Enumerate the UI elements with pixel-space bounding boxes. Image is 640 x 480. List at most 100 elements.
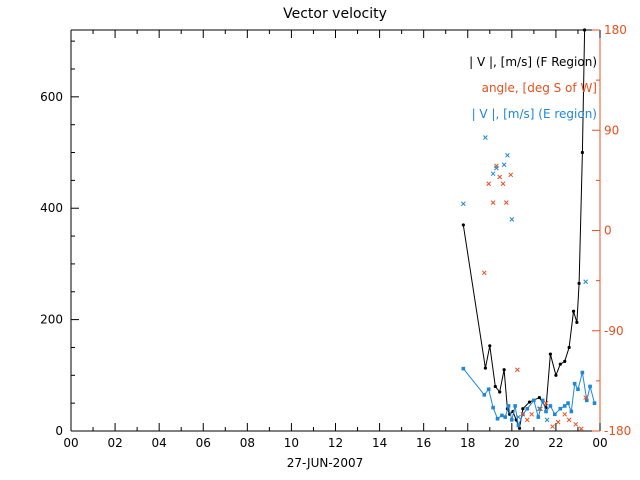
data-point xyxy=(572,381,577,386)
chart-title: Vector velocity xyxy=(283,6,387,22)
data-point xyxy=(544,409,548,414)
data-point xyxy=(486,387,491,392)
data-point xyxy=(567,345,571,350)
data-point xyxy=(537,406,542,412)
x-axis-label: 27-JUN-2007 xyxy=(287,456,363,470)
y-right-tick-label: 90 xyxy=(604,123,619,137)
data-point xyxy=(498,390,502,394)
data-point xyxy=(461,223,465,227)
x-tick-label: 00 xyxy=(63,436,78,450)
data-point xyxy=(494,165,499,171)
y-left-axis: 0 200 400 600 xyxy=(40,40,79,438)
data-point xyxy=(488,344,492,348)
x-tick-label: 08 xyxy=(240,436,255,450)
data-point xyxy=(553,412,557,417)
x-tick-label: 20 xyxy=(504,436,519,450)
data-point xyxy=(558,362,562,366)
data-point xyxy=(538,406,543,412)
x-tick-label: 16 xyxy=(416,436,431,450)
x-tick-label: 04 xyxy=(152,436,167,450)
data-point xyxy=(540,398,545,403)
data-point xyxy=(548,404,553,408)
data-point xyxy=(569,409,574,414)
x-tick-label: 02 xyxy=(107,436,122,450)
data-point xyxy=(575,320,579,324)
data-point xyxy=(516,414,521,420)
data-point xyxy=(566,417,572,423)
data-point xyxy=(537,395,541,400)
x-tick-label: 18 xyxy=(460,436,475,450)
data-point xyxy=(562,404,567,408)
y-right-axis: -180 -90 0 90 180 xyxy=(592,23,631,438)
data-point xyxy=(483,366,487,370)
data-point xyxy=(521,407,525,411)
data-point xyxy=(491,405,495,410)
data-point xyxy=(558,406,563,411)
legend-entry: | V |, [m/s] (E region) xyxy=(472,107,597,121)
x-axis: 00 02 04 06 08 10 12 14 16 18 20 22 00 xyxy=(63,30,608,450)
data-point xyxy=(580,150,584,155)
x-tick-label: 00 xyxy=(592,436,607,450)
data-point xyxy=(580,370,585,375)
data-point xyxy=(582,28,587,32)
data-point xyxy=(508,172,514,178)
legend: | V |, [m/s] (F Region) angle, [deg S of … xyxy=(469,55,597,121)
y-right-tick-label: -90 xyxy=(604,324,624,338)
y-right-tick-label: 180 xyxy=(604,23,627,37)
data-point xyxy=(483,135,488,140)
legend-entry: angle, [deg S of W] xyxy=(482,81,597,95)
data-point xyxy=(514,367,520,373)
data-point xyxy=(583,279,589,285)
data-point xyxy=(500,181,506,187)
data-point xyxy=(529,411,535,417)
data-point xyxy=(490,200,496,206)
data-point xyxy=(543,400,549,406)
data-point xyxy=(573,421,579,427)
data-point xyxy=(506,404,511,408)
data-point xyxy=(525,406,530,411)
data-point xyxy=(527,400,532,404)
data-point xyxy=(503,415,508,419)
data-point xyxy=(554,373,558,377)
data-point xyxy=(509,217,515,222)
data-point xyxy=(501,162,507,168)
data-point xyxy=(495,416,500,421)
data-point xyxy=(548,352,553,356)
data-point xyxy=(490,171,496,177)
x-tick-label: 14 xyxy=(372,436,387,450)
data-point xyxy=(461,366,466,371)
x-tick-label: 22 xyxy=(548,436,563,450)
data-point xyxy=(562,411,568,417)
data-point xyxy=(516,423,521,428)
data-point xyxy=(503,200,509,206)
data-point xyxy=(505,152,510,158)
data-point xyxy=(486,181,492,187)
data-point xyxy=(500,413,504,418)
data-point xyxy=(520,411,526,417)
data-point xyxy=(577,281,581,286)
y-left-tick-label: 600 xyxy=(40,90,63,104)
data-point xyxy=(481,270,487,276)
data-point xyxy=(571,309,576,313)
x-tick-label: 12 xyxy=(328,436,343,450)
data-point xyxy=(544,417,550,423)
data-point xyxy=(592,401,597,405)
legend-entry: | V |, [m/s] (F Region) xyxy=(469,55,597,69)
data-point xyxy=(460,201,466,207)
data-point xyxy=(510,418,514,422)
y-right-tick-label: 0 xyxy=(604,224,612,238)
data-point xyxy=(532,398,536,403)
data-point xyxy=(536,415,541,419)
data-point xyxy=(555,419,561,425)
data-point xyxy=(493,384,497,389)
y-left-tick-label: 400 xyxy=(40,201,63,215)
data-point xyxy=(513,404,517,408)
data-point xyxy=(497,174,503,180)
data-point xyxy=(524,417,530,423)
data-point xyxy=(578,426,584,432)
series-line xyxy=(462,368,595,428)
y-right-tick-label: -180 xyxy=(604,424,631,438)
data-point xyxy=(566,401,570,405)
y-left-tick-label: 200 xyxy=(40,313,63,327)
